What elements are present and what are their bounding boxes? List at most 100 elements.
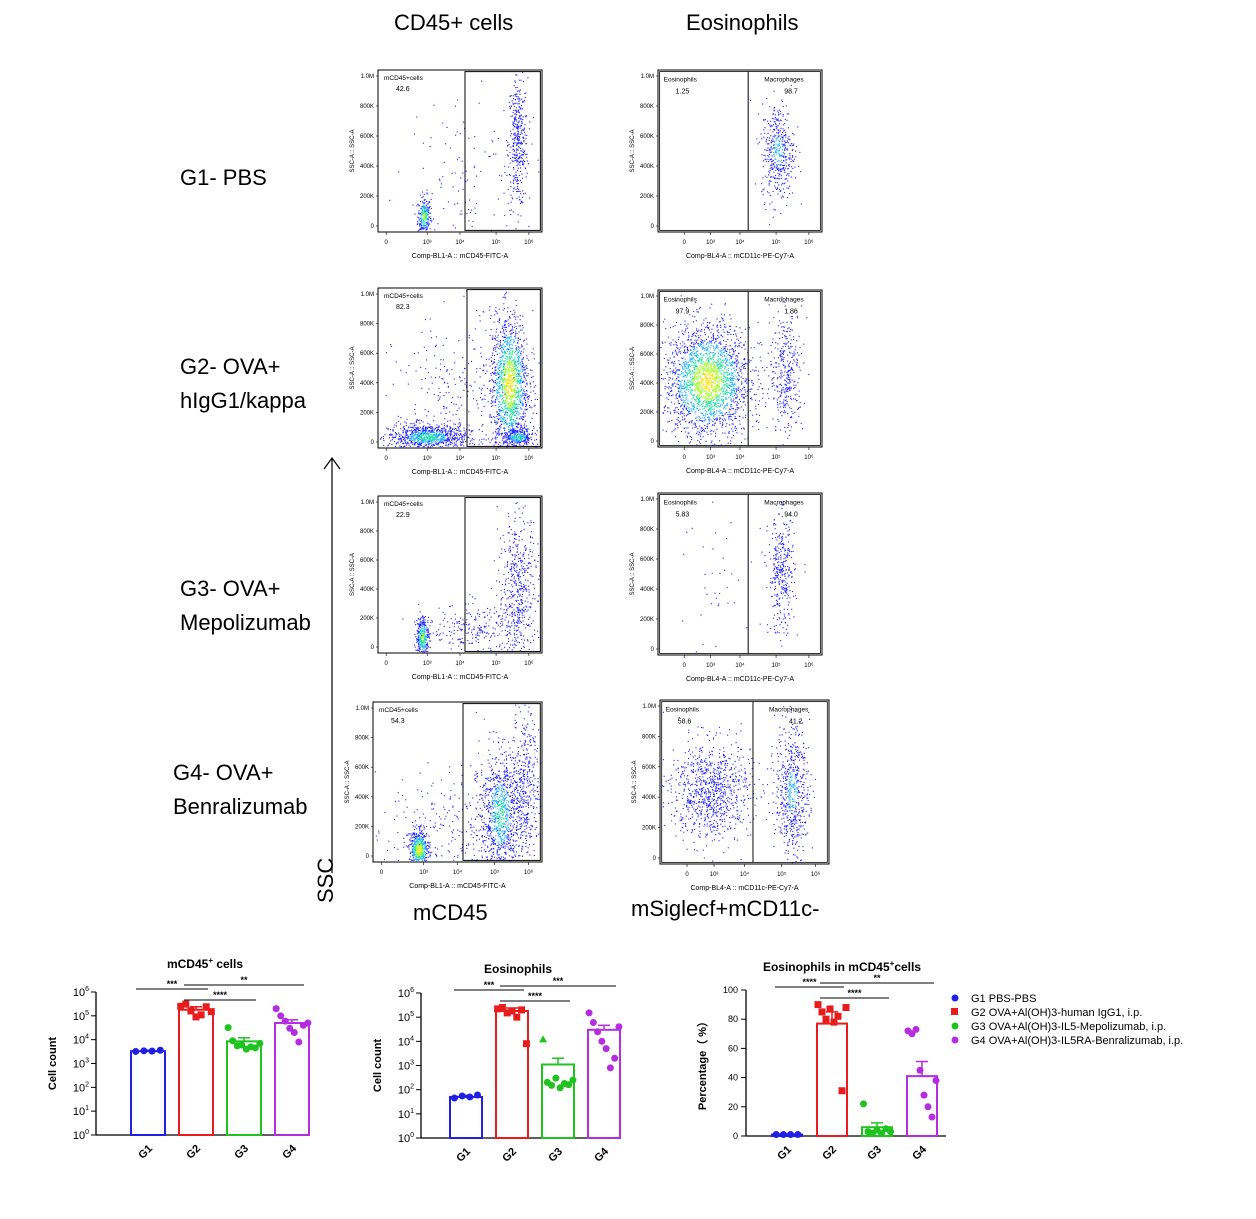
event-dot [515,407,517,409]
event-dot [510,422,512,424]
event-dot [502,534,504,536]
event-dot [506,433,508,435]
event-dot [471,430,473,432]
event-dot [425,368,427,370]
event-dot [421,841,423,843]
event-dot [402,438,405,440]
event-dot [511,364,513,366]
event-dot [421,635,423,637]
event-dot [473,167,475,169]
event-dot [464,378,466,380]
event-dot [461,437,463,439]
event-dot [426,628,428,630]
event-dot [498,380,500,382]
event-dot [514,563,516,565]
event-dot [515,438,517,440]
event-dot [520,576,522,578]
event-dot [441,437,443,439]
event-dot [494,346,496,349]
event-dot [508,405,510,407]
event-dot [417,640,419,642]
event-dot [513,309,515,311]
event-dot [478,102,480,104]
event-dot [525,404,528,407]
event-dot [432,437,434,439]
event-dot [505,384,507,387]
event-dot [498,322,500,324]
event-dot [514,117,516,119]
event-dot [521,360,523,362]
event-dot [509,362,511,364]
event-dot [504,549,506,551]
event-dot [425,224,427,226]
event-dot [520,382,522,384]
cd45-gate [466,289,541,447]
event-dot [424,218,426,220]
event-dot [460,648,463,651]
event-dot [447,385,449,388]
event-dot [514,360,517,362]
event-dot [535,434,538,436]
event-dot [504,337,506,339]
event-dot [430,431,432,433]
event-dot [484,398,486,400]
event-dot [528,606,530,608]
event-dot [455,443,457,445]
event-dot [506,432,508,434]
event-dot [452,414,454,416]
event-dot [504,371,506,373]
event-dot [483,365,485,367]
event-dot [427,636,429,638]
event-dot [504,379,506,381]
event-dot [447,431,449,433]
event-dot [510,418,512,420]
event-dot [421,191,423,193]
event-dot [512,369,514,371]
event-dot [509,398,511,400]
event-dot [513,352,515,354]
event-dot [500,359,502,361]
event-dot [449,635,451,637]
event-dot [422,167,424,169]
event-dot [453,626,455,628]
event-dot [421,850,424,852]
event-dot [421,224,423,227]
event-dot [523,528,525,530]
event-dot [415,431,417,433]
event-dot [479,376,481,378]
event-dot [515,345,517,347]
event-dot [414,843,416,846]
event-dot [505,385,507,387]
event-dot [472,442,474,444]
event-dot [524,433,526,435]
event-dot [508,378,510,380]
event-dot [513,360,515,362]
event-dot [454,172,456,174]
event-dot [519,423,521,425]
event-dot [496,393,499,395]
event-dot [519,167,522,169]
event-dot [522,440,524,442]
event-dot [490,648,492,650]
event-dot [498,364,500,366]
event-dot [412,854,414,857]
event-dot [532,376,534,378]
event-dot [422,634,424,636]
event-dot [508,357,510,359]
event-dot [516,411,518,413]
event-dot [512,430,514,432]
event-dot [423,852,425,854]
event-dot [422,854,424,856]
event-dot [515,300,517,302]
event-dot [510,323,512,326]
event-dot [517,348,520,350]
event-dot [523,367,525,369]
event-dot [504,381,506,383]
event-dot [520,583,522,585]
event-dot [493,362,495,364]
event-dot [504,353,506,355]
event-dot [499,341,501,343]
event-dot [418,839,420,841]
event-dot [499,375,501,377]
